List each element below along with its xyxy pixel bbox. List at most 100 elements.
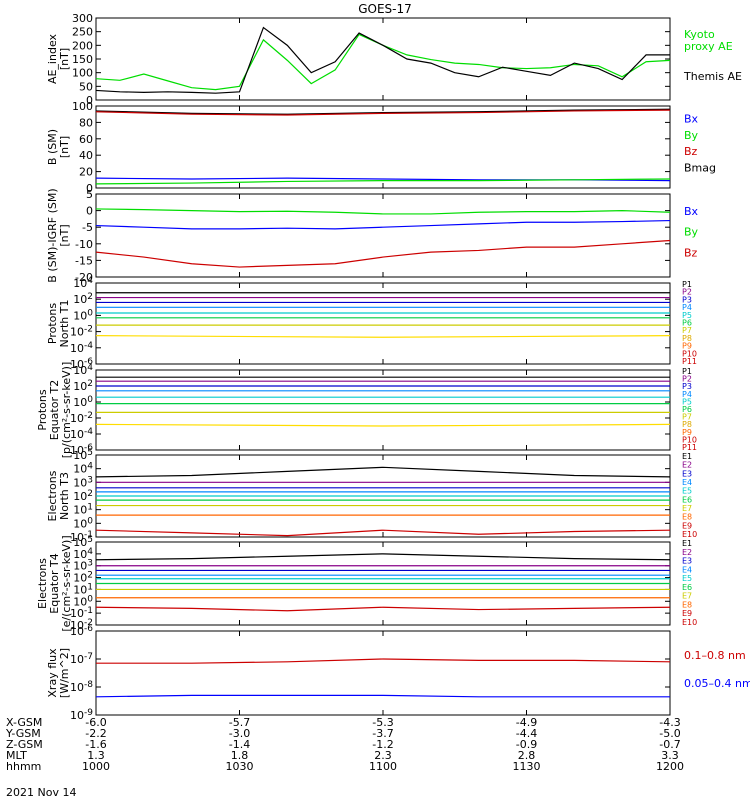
panel-b: 0 20 40 60 80 100 B (SM) [nT] Bx By Bz Bmag bbox=[46, 100, 716, 195]
y-axis-label: B (SM) bbox=[46, 129, 59, 165]
series-line bbox=[95, 33, 671, 91]
legend-label: P7 bbox=[682, 413, 692, 422]
series-line bbox=[95, 335, 671, 338]
x-tick-label: -5.0 bbox=[659, 727, 680, 740]
series-line bbox=[95, 26, 670, 94]
series-line bbox=[95, 529, 671, 537]
legend-label: P9 bbox=[682, 342, 692, 351]
series-line bbox=[95, 219, 671, 230]
y-axis-label: Equator T4 bbox=[48, 553, 61, 613]
y-tick-label: -10 bbox=[75, 238, 93, 251]
y-tick-label: 100 bbox=[73, 516, 93, 530]
x-tick-label: 1000 bbox=[82, 760, 110, 773]
series-line bbox=[96, 658, 671, 664]
legend-label: P4 bbox=[682, 390, 692, 399]
x-tick-label: 2.8 bbox=[518, 749, 536, 762]
x-tick-label: 1.3 bbox=[87, 749, 105, 762]
legend-label: P3 bbox=[682, 382, 692, 391]
legend-label: P3 bbox=[682, 295, 692, 304]
series-line bbox=[95, 606, 671, 612]
y-tick-label: 105 bbox=[73, 448, 93, 462]
legend-label: Bz bbox=[684, 246, 698, 259]
x-tick-label: -6.0 bbox=[85, 716, 106, 729]
y-tick-label: 101 bbox=[73, 503, 93, 517]
y-tick-label: 104 bbox=[73, 363, 93, 377]
y-axis-label: Equator T2 bbox=[48, 380, 61, 440]
x-row-label: Y-GSM bbox=[5, 727, 41, 740]
x-tick-label: -1.4 bbox=[229, 738, 250, 751]
series-line bbox=[95, 208, 671, 215]
panel-frame bbox=[95, 282, 671, 365]
x-tick-label: 1200 bbox=[656, 760, 684, 773]
x-tick-label: -4.3 bbox=[659, 716, 680, 729]
y-tick-label: 100 bbox=[72, 100, 93, 113]
series-line bbox=[95, 239, 671, 268]
x-tick-label: 1130 bbox=[513, 760, 541, 773]
legend-label: E5 bbox=[682, 574, 692, 583]
y-axis-label: [nT] bbox=[58, 48, 71, 70]
y-tick-label: 10-2 bbox=[70, 325, 93, 339]
panel-frame bbox=[95, 630, 671, 716]
legend-label: E3 bbox=[682, 469, 692, 478]
panel-frame bbox=[95, 105, 671, 189]
y-tick-label: 20 bbox=[79, 166, 93, 179]
x-tick-label: -1.2 bbox=[372, 738, 393, 751]
y-axis-label: [p/(cm²-s-sr-keV)] bbox=[60, 362, 73, 459]
x-tick-label: -2.2 bbox=[85, 727, 106, 740]
y-axis-label: [nT] bbox=[58, 136, 71, 158]
y-tick-label: 100 bbox=[73, 308, 93, 322]
legend-label: P4 bbox=[682, 303, 692, 312]
y-tick-label: 10-8 bbox=[70, 680, 93, 694]
legend-label: P6 bbox=[682, 405, 692, 414]
legend-label: E6 bbox=[682, 583, 692, 592]
y-tick-label: 100 bbox=[73, 395, 93, 409]
legend-label: P5 bbox=[682, 397, 692, 406]
y-axis-label: Electrons bbox=[46, 470, 59, 521]
legend-label: P6 bbox=[682, 319, 692, 328]
panel-db: 5 0 -5 -10 -15 -20 B (SM)-IGRF (SM) [nT] Bx By Bz bbox=[46, 188, 699, 284]
legend-label: E7 bbox=[682, 592, 692, 601]
legend-label: P7 bbox=[682, 326, 692, 335]
y-tick-label: 104 bbox=[73, 276, 93, 290]
y-tick-label: 10-6 bbox=[70, 624, 93, 638]
legend-label: E8 bbox=[682, 513, 692, 522]
legend-label: E10 bbox=[682, 530, 697, 539]
series-line bbox=[95, 466, 671, 478]
legend-label: E1 bbox=[682, 452, 692, 461]
legend-label: P11 bbox=[682, 357, 697, 366]
y-tick-label: 10-2 bbox=[70, 411, 93, 425]
y-tick-label: 50 bbox=[79, 80, 93, 93]
y-axis-label: [nT] bbox=[58, 224, 71, 246]
y-tick-label: 102 bbox=[73, 489, 93, 503]
y-axis-label: Protons bbox=[36, 389, 49, 430]
y-tick-label: 200 bbox=[72, 39, 93, 52]
x-tick-label: -0.7 bbox=[659, 738, 680, 751]
legend-label: E8 bbox=[682, 600, 692, 609]
y-axis-label: [e/(cm²-s-sr-keV)] bbox=[60, 535, 73, 631]
legend-label: E6 bbox=[682, 495, 692, 504]
legend-label: P9 bbox=[682, 428, 692, 437]
legend-label: E10 bbox=[682, 618, 697, 627]
series-line bbox=[95, 109, 671, 116]
legend-label: 0.1–0.8 nm bbox=[684, 649, 746, 662]
legend-label: E2 bbox=[682, 461, 692, 470]
x-tick-label: -5.7 bbox=[229, 716, 250, 729]
legend-label: P5 bbox=[682, 311, 692, 320]
legend-label: E9 bbox=[682, 609, 692, 618]
legend-label: P10 bbox=[682, 435, 697, 444]
y-axis-label: Protons bbox=[46, 303, 59, 344]
y-tick-label: 104 bbox=[73, 462, 93, 476]
legend-label: E3 bbox=[682, 557, 692, 566]
y-axis-label: Electrons bbox=[36, 558, 49, 609]
legend-label: E5 bbox=[682, 487, 692, 496]
series-line bbox=[95, 553, 671, 561]
y-tick-label: 40 bbox=[79, 149, 93, 162]
y-tick-label: 150 bbox=[72, 53, 93, 66]
legend-label: By bbox=[684, 129, 699, 142]
x-row-label: MLT bbox=[6, 749, 27, 762]
x-axis-table: X-GSM -6.0 -5.7 -5.3 -4.9 -4.3 Y-GSM -2.2 -3.0 -3… bbox=[5, 716, 684, 773]
y-axis-label: B (SM)-IGRF (SM) bbox=[46, 188, 59, 282]
